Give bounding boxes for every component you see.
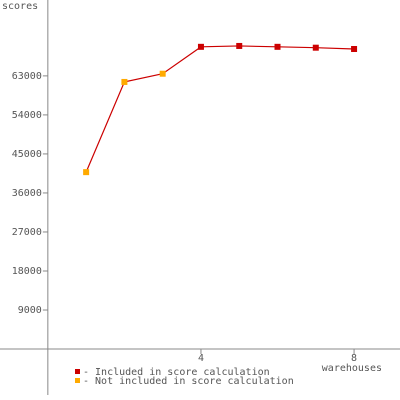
y-axis-label: scores [2,1,38,12]
point [121,78,128,85]
y-tick-label: 36000 [12,188,42,199]
point [351,45,358,52]
point [197,43,204,50]
y-tick-label: 45000 [12,149,42,160]
legend-swatch [75,378,80,383]
legend-label: - Not included in score calculation [83,376,294,387]
legend-label: - Included in score calculation [83,367,270,378]
point [236,42,243,49]
line [85,45,355,173]
point [312,44,319,51]
x-tick-label: 4 [198,353,204,364]
point [274,43,281,50]
y-tick-label: 54000 [12,110,42,121]
legend-swatch [75,369,80,374]
y-tick-label: 9000 [18,305,42,316]
x-tick-label: 8 [351,353,357,364]
y-tick-label: 27000 [12,227,42,238]
y-tick-label: 63000 [12,71,42,82]
point [83,169,90,176]
point [159,70,166,77]
y-tick-label: 18000 [12,266,42,277]
x-axis-label: warehouses [322,363,382,374]
